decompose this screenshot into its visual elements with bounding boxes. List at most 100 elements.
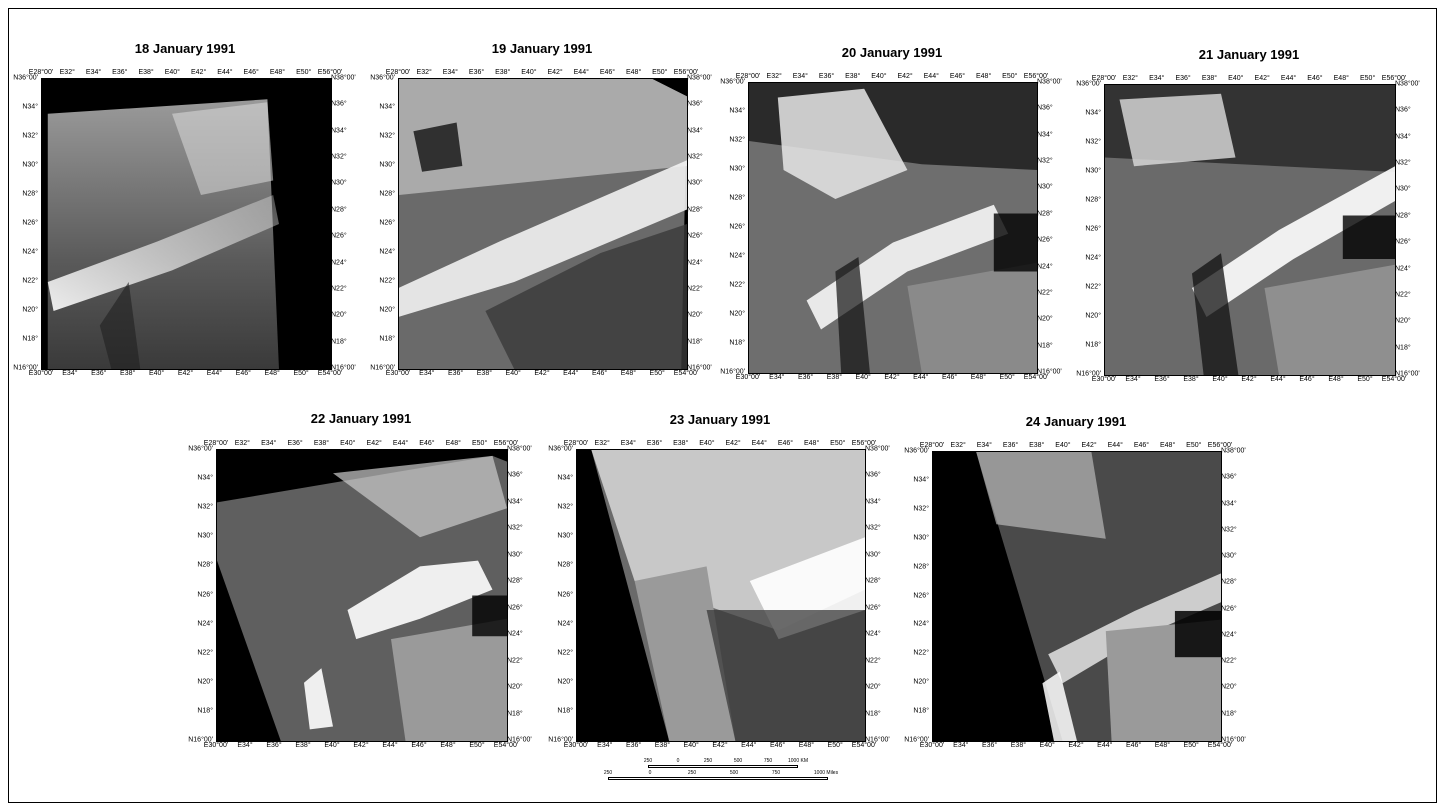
- tick-label: N28°: [507, 577, 523, 585]
- tick-label: N36°: [865, 471, 881, 479]
- tick-label: N36°00': [720, 78, 745, 86]
- tick-label: N18°: [379, 335, 395, 343]
- tick-label: E38°: [673, 440, 689, 447]
- top-longitude-ticks: E28°00' E32° E34° E36° E38° E40° E42° E44° E46° E…: [204, 440, 518, 450]
- tick-label: E48°: [798, 742, 815, 749]
- top-longitude-ticks: E28°00' E32° E34° E36° E38° E40° E42° E44° E46° E…: [564, 440, 876, 450]
- tick-label: E34°: [442, 69, 458, 76]
- tick-label: E56°00': [1207, 442, 1233, 449]
- tick-label: E28°00': [203, 440, 229, 447]
- tick-label: E46°: [1125, 742, 1142, 749]
- tick-label: E34°: [976, 442, 992, 449]
- tick-label: N26°: [1221, 605, 1237, 613]
- mile-label: 0: [648, 770, 652, 776]
- tick-label: N24°: [22, 248, 38, 256]
- tick-label: N34°: [1221, 500, 1237, 508]
- tick-label: E48°: [445, 440, 461, 447]
- tick-label: E56°00': [1023, 73, 1049, 80]
- tick-label: E42°: [884, 374, 900, 381]
- tick-label: E38°: [1029, 442, 1045, 449]
- tick-label: E32°: [59, 69, 75, 76]
- tick-label: E54°00': [1207, 742, 1233, 749]
- left-latitude-ticks: N36°00' N34° N32° N30° N28° N26° N24° N22° N20° N…: [541, 446, 573, 744]
- tick-label: E56°00': [317, 69, 343, 76]
- tick-label: N16°00': [687, 364, 712, 372]
- tick-label: E54°00': [317, 370, 343, 377]
- panel-title: 20 January 1991: [841, 45, 943, 60]
- tick-label: N36°00': [370, 74, 395, 82]
- tick-label: N38°00': [331, 74, 356, 82]
- tick-label: N30°: [865, 551, 881, 559]
- satellite-image: [576, 449, 866, 742]
- tick-label: E38°: [826, 374, 843, 381]
- tick-label: E42°: [897, 73, 913, 80]
- tick-label: N22°: [687, 285, 703, 293]
- tick-label: N20°: [507, 683, 523, 691]
- top-longitude-ticks: E28°00' E32° E34° E36° E38° E40° E42° E44° E46° E…: [386, 69, 698, 79]
- tick-label: E32°: [1122, 75, 1138, 82]
- tick-label: E28°00': [563, 440, 589, 447]
- right-latitude-ticks: N38°00' N36° N34° N32° N30° N28° N26° N24° N22° N…: [1221, 448, 1253, 744]
- tick-label: E34°: [769, 374, 785, 381]
- tick-label: N34°: [557, 474, 573, 482]
- tick-label: N28°: [557, 561, 573, 569]
- tick-label: E34°: [1149, 75, 1165, 82]
- tick-label: E46°: [419, 440, 435, 447]
- tick-label: N28°: [379, 190, 395, 198]
- tick-label: E46°: [599, 69, 616, 76]
- tick-label: N28°: [687, 206, 703, 214]
- tick-label: N30°: [331, 179, 347, 187]
- km-label: 750: [763, 758, 773, 764]
- panel-title: 23 January 1991: [669, 412, 771, 427]
- tick-label: N30°: [1037, 183, 1053, 191]
- tick-label: N28°: [1395, 212, 1411, 220]
- tick-label: N18°: [1221, 710, 1237, 718]
- tick-label: N18°: [331, 338, 347, 346]
- tick-label: E36°: [91, 370, 107, 377]
- tick-label: E48°: [264, 370, 280, 377]
- tick-label: E46°: [769, 742, 786, 749]
- tick-label: E44°: [741, 742, 757, 749]
- tick-label: E54°00': [493, 742, 519, 749]
- tick-label: E44°: [1097, 742, 1113, 749]
- tick-label: E56°00': [493, 440, 519, 447]
- tick-label: N32°: [865, 524, 881, 532]
- tick-label: E50°: [830, 440, 846, 447]
- tick-label: E38°: [1183, 376, 1199, 383]
- tick-label: E48°: [1154, 742, 1171, 749]
- tick-label: N22°: [22, 277, 38, 285]
- right-latitude-ticks: N38°00' N36° N34° N32° N30° N28° N26° N24° N22° N…: [865, 446, 897, 744]
- tick-label: E42°: [366, 440, 382, 447]
- tick-label: E40°: [164, 69, 180, 76]
- tick-label: E54°00': [1381, 376, 1407, 383]
- tick-label: N28°: [197, 561, 213, 569]
- tick-label: E56°00': [673, 69, 699, 76]
- left-latitude-ticks: N36°00' N34° N32° N30° N28° N26° N24° N22° N20° N…: [1069, 80, 1101, 378]
- tick-label: N34°: [507, 498, 523, 506]
- tick-label: N18°: [1085, 341, 1101, 349]
- tick-label: E42°: [1254, 75, 1270, 82]
- tick-label: E30°00': [203, 742, 229, 749]
- tick-label: N30°: [507, 551, 523, 559]
- tick-label: N30°: [557, 532, 573, 540]
- tick-label: E46°: [1133, 442, 1150, 449]
- tick-label: E50°: [296, 69, 312, 76]
- tick-label: N26°: [197, 591, 213, 598]
- tick-label: E44°: [913, 374, 929, 381]
- tick-label: E40°: [324, 742, 340, 749]
- bottom-longitude-ticks: E30°00' E34° E36° E38° E40° E42° E44° E46° E48° E…: [920, 742, 1232, 752]
- right-latitude-ticks: N38°00' N36° N34° N32° N30° N28° N26° N24° N22° N…: [1395, 81, 1427, 378]
- tick-label: N36°00': [1076, 80, 1101, 88]
- tick-label: N32°: [22, 132, 38, 140]
- tick-label: E34°: [1125, 376, 1141, 383]
- tick-label: E46°: [777, 440, 794, 447]
- satellite-image: [41, 78, 332, 370]
- tick-label: N18°: [687, 338, 703, 346]
- tick-label: N16°00': [370, 364, 395, 372]
- left-latitude-ticks: N36°00' N34° N32° N30° N28° N26° N24° N22° N20° N…: [363, 74, 395, 372]
- tick-label: N22°: [1037, 289, 1053, 297]
- tick-label: N16°00': [13, 364, 38, 372]
- mile-bar: [608, 777, 828, 780]
- km-label: 1000 KM: [787, 758, 809, 764]
- tick-label: N36°00': [904, 447, 929, 455]
